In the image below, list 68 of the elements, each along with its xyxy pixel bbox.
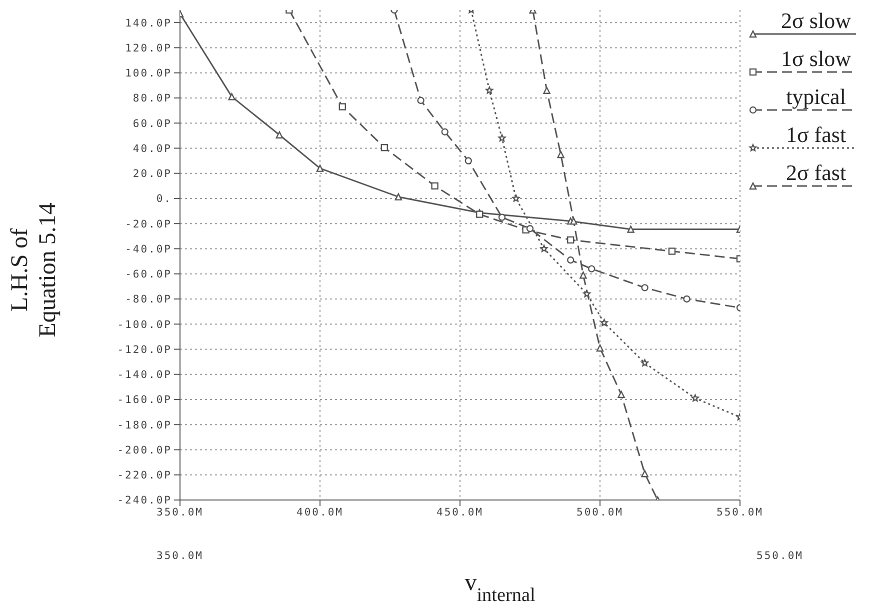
point xyxy=(668,248,676,255)
y-tick-label: 140.0P xyxy=(125,17,172,30)
point xyxy=(498,214,506,221)
point xyxy=(588,265,596,272)
y-tick-label: 0. xyxy=(156,193,172,206)
y-tick-label: -80.0P xyxy=(125,294,172,306)
legend-label: 2σ fast xyxy=(784,160,848,185)
point xyxy=(557,150,564,158)
legend-label: 1σ fast xyxy=(784,122,848,147)
point xyxy=(543,86,550,94)
y-tick-label: 120.0P xyxy=(125,42,172,54)
y-tick-label: -240.0P xyxy=(117,494,172,507)
legend-label: 1σ slow xyxy=(780,46,852,71)
x-tick-label: 350.0M xyxy=(156,506,204,518)
point xyxy=(498,134,506,142)
point xyxy=(691,394,699,402)
legend-label: typical xyxy=(785,84,847,109)
y-tick-label: -40.0P xyxy=(125,243,172,256)
point xyxy=(464,157,472,164)
y-tick-label: 80.0P xyxy=(132,92,172,105)
y-tick-label: 100.0P xyxy=(125,68,172,80)
text: 350.0M xyxy=(156,550,204,562)
point xyxy=(641,470,648,478)
point xyxy=(441,128,448,136)
y-axis-title: L.H.S of Equation 5.14 xyxy=(6,202,62,340)
y-tick-label: -60.0P xyxy=(125,268,172,281)
point xyxy=(600,318,608,326)
point xyxy=(641,359,649,366)
point xyxy=(526,225,534,232)
y-tick-label: 40.0P xyxy=(132,142,172,155)
x-tick-label: 500.0M xyxy=(576,506,624,518)
point xyxy=(567,256,574,264)
point xyxy=(486,86,494,94)
point xyxy=(683,295,690,303)
point xyxy=(380,144,388,152)
point xyxy=(394,193,402,200)
x-tick-label: 550.0M xyxy=(716,506,764,518)
point xyxy=(431,182,438,190)
y-tick-label: 20.0P xyxy=(132,168,172,180)
x-tick-label: 450.0M xyxy=(436,506,484,518)
point xyxy=(596,344,604,352)
point xyxy=(417,96,424,104)
y-tick-label: -180.0P xyxy=(117,419,172,432)
point xyxy=(316,164,324,172)
point xyxy=(580,272,587,279)
point xyxy=(540,244,548,252)
point xyxy=(618,390,625,398)
x-axis-title: v$_{internal}$ xyxy=(464,570,536,602)
text: 550.0M xyxy=(756,550,804,562)
y-tick-label: -220.0P xyxy=(117,470,172,482)
point xyxy=(338,103,346,110)
y-tick-label: 60.0P xyxy=(132,118,172,130)
y-tick-label: -160.0P xyxy=(117,394,172,406)
point xyxy=(276,131,283,138)
point xyxy=(583,290,591,298)
y-tick-label: -120.0P xyxy=(117,344,172,356)
point xyxy=(512,194,520,202)
point xyxy=(627,226,634,233)
legend-label: 2σ slow xyxy=(780,8,852,33)
y-tick-label: -100.0P xyxy=(117,318,172,331)
point xyxy=(641,284,648,292)
y-tick-label: -200.0P xyxy=(117,444,172,456)
point xyxy=(476,210,484,218)
y-tick-label: -20.0P xyxy=(125,218,172,230)
point xyxy=(567,236,574,244)
y-tick-label: -140.0P xyxy=(117,369,172,382)
point xyxy=(228,93,236,100)
x-tick-label: 400.0M xyxy=(296,506,344,518)
